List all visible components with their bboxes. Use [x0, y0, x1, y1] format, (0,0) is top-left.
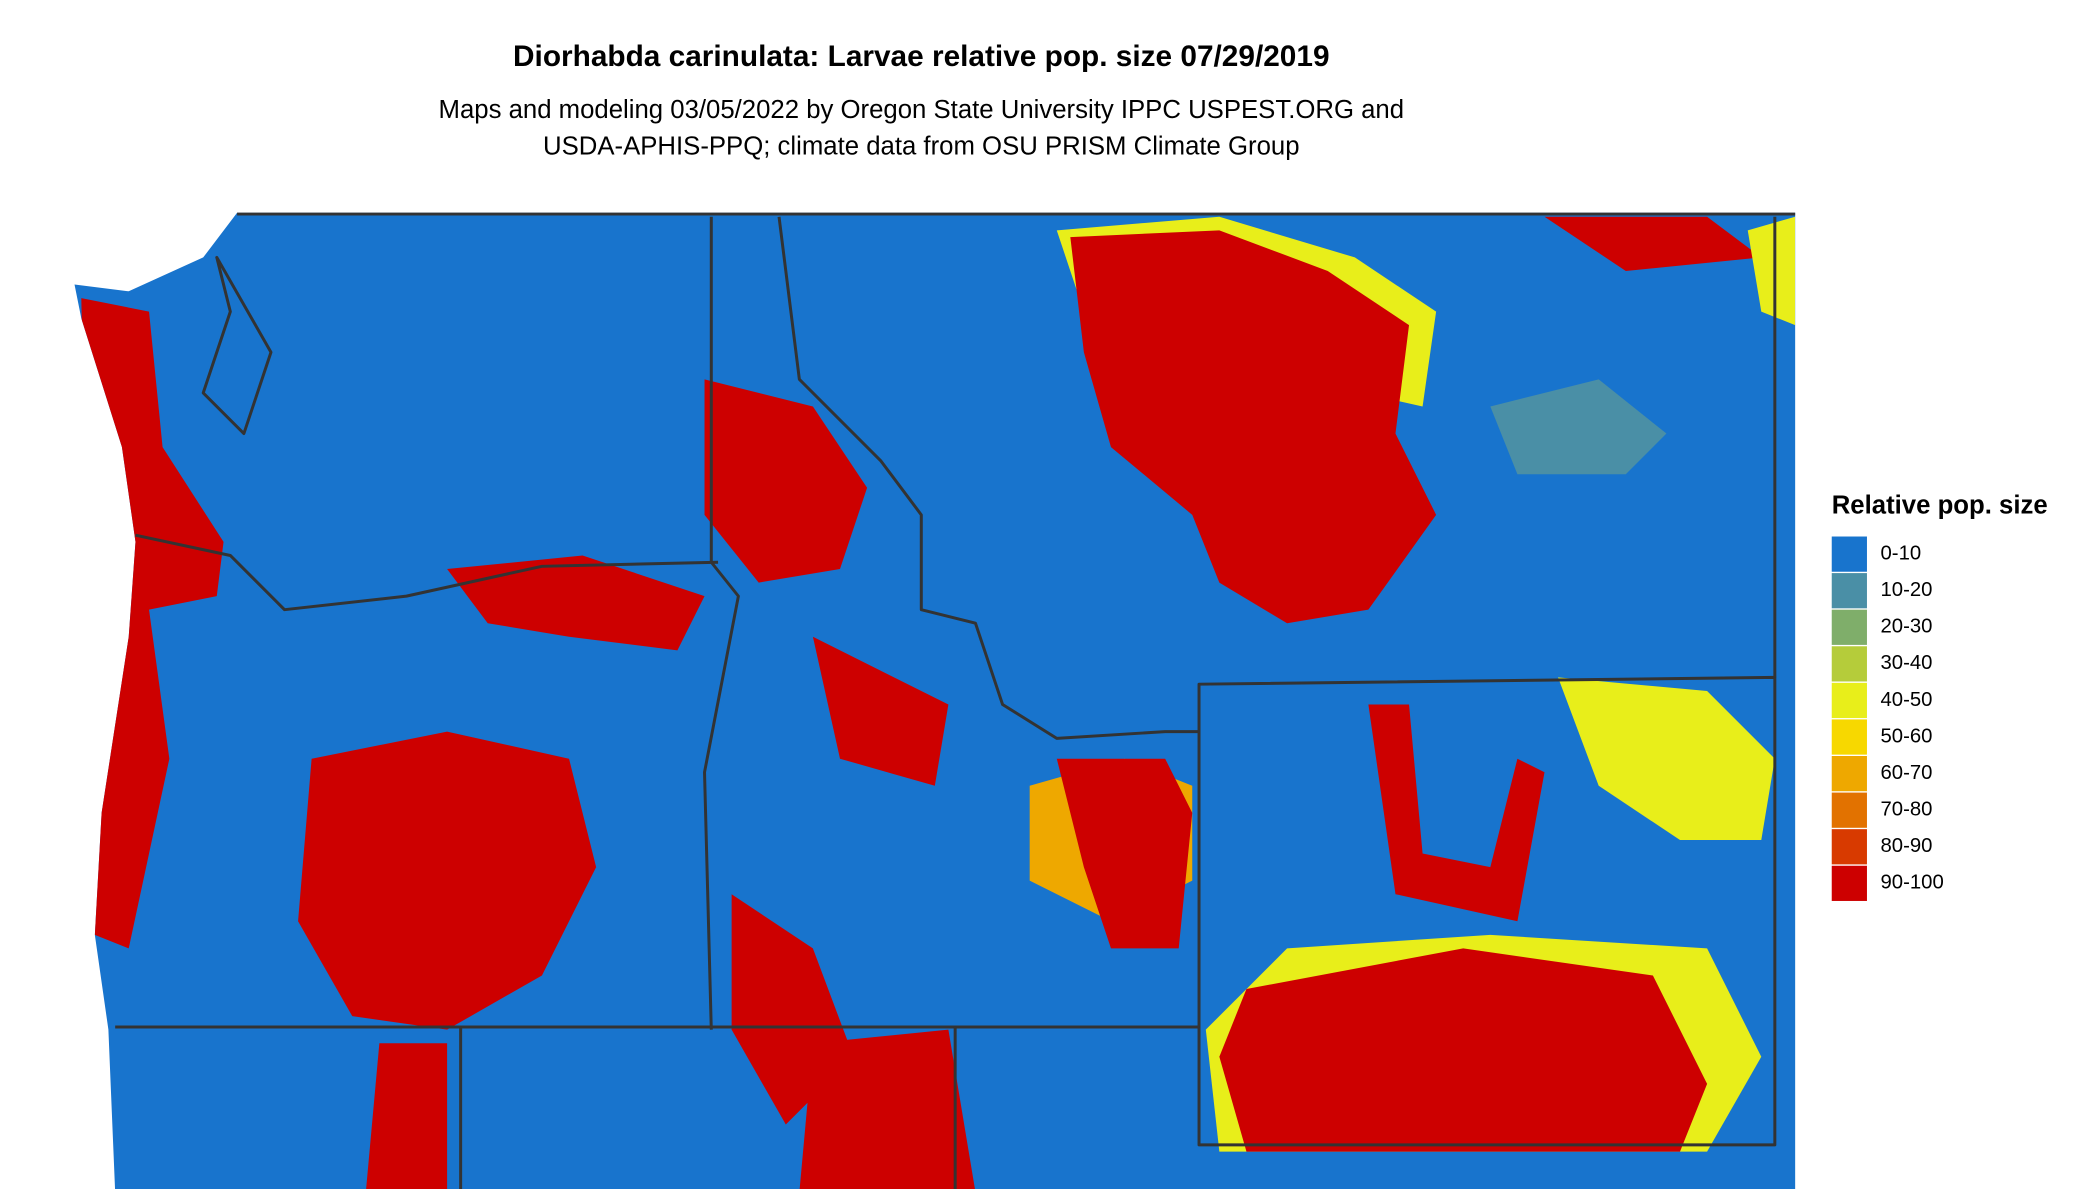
map — [74, 212, 1796, 1189]
legend-swatch — [1831, 536, 1867, 572]
legend-label: 90-100 — [1881, 872, 1944, 894]
legend-swatch — [1831, 829, 1867, 865]
legend: Relative pop. size 0-10 10-20 20-30 30-40 40… — [1831, 492, 2048, 901]
legend-label: 20-30 — [1881, 616, 1933, 638]
legend-label: 0-10 — [1881, 543, 1922, 565]
legend-label: 30-40 — [1881, 652, 1933, 674]
legend-label: 60-70 — [1881, 762, 1933, 784]
legend-swatch — [1831, 682, 1867, 719]
legend-label: 50-60 — [1881, 725, 1933, 747]
legend-label: 70-80 — [1881, 799, 1933, 821]
legend-swatch — [1831, 573, 1867, 609]
legend-swatch — [1831, 792, 1867, 828]
suitability-patches — [81, 216, 1796, 1189]
legend-title: Relative pop. size — [1832, 492, 2048, 520]
legend-label: 10-20 — [1881, 579, 1933, 601]
legend-swatch — [1831, 646, 1867, 682]
legend-label: 40-50 — [1881, 689, 1933, 711]
map-subtitle: Maps and modeling 03/05/2022 by Oregon S… — [439, 96, 1405, 124]
legend-swatch — [1831, 609, 1867, 645]
legend-swatch — [1831, 755, 1867, 792]
map-subtitle: USDA-APHIS-PPQ; climate data from OSU PR… — [543, 132, 1300, 160]
legend-swatch — [1831, 865, 1867, 901]
map-title: Diorhabda carinulata: Larvae relative po… — [513, 40, 1329, 73]
legend-label: 80-90 — [1881, 835, 1933, 857]
legend-swatch — [1831, 719, 1867, 755]
